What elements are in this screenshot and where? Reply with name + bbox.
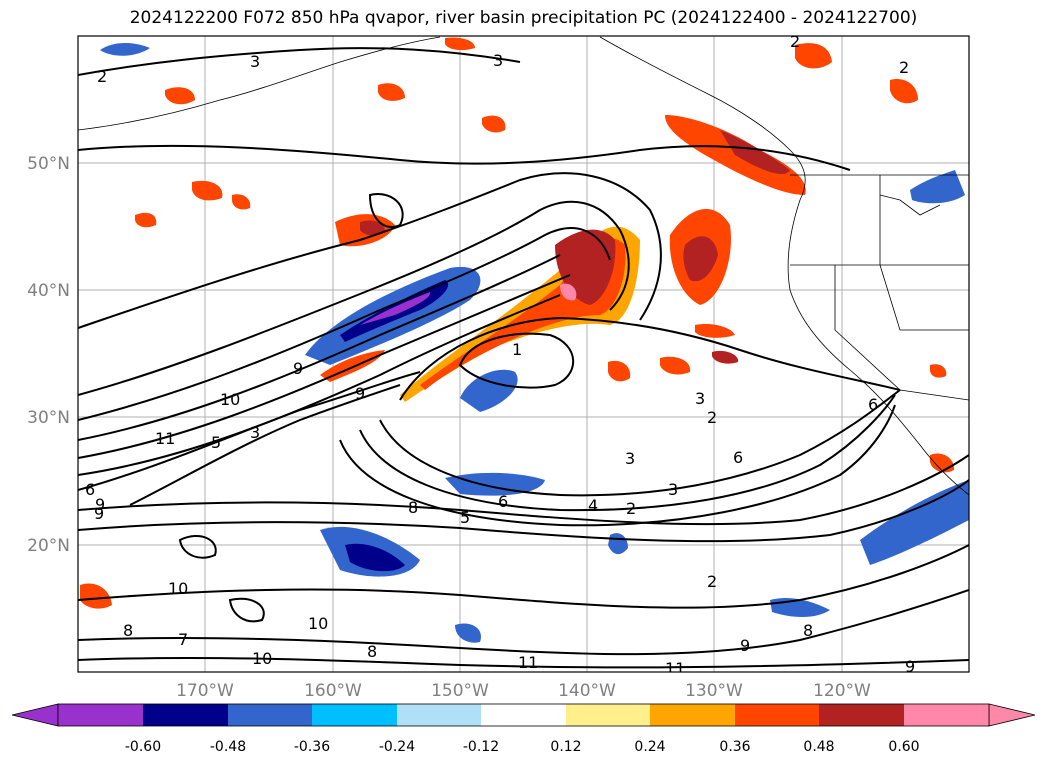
lat-label: 40°N	[27, 281, 70, 301]
colorbar-tick-label: 0.12	[550, 739, 581, 755]
contour-label: 2	[899, 58, 909, 77]
colorbar-under-arrow	[11, 703, 59, 727]
contour-label: 8	[408, 498, 418, 517]
contour-label: 6	[85, 480, 95, 499]
colorbar-tick-label: -0.60	[125, 739, 161, 755]
colorbar-segment	[228, 704, 312, 726]
contour-label: 10	[252, 649, 272, 668]
contour-label: 8	[123, 621, 133, 640]
colorbar-segment	[650, 704, 735, 726]
lon-label: 130°W	[685, 681, 743, 701]
contour-label: 10	[308, 614, 328, 633]
contour-label: 6	[868, 395, 878, 414]
colorbar-segment	[312, 704, 397, 726]
map-frame	[77, 35, 970, 673]
colorbar: -0.60 -0.48 -0.36 -0.24 -0.12 0.12 0.24 …	[11, 703, 1036, 755]
colorbar-tick-label: 0.60	[888, 739, 919, 755]
contour-label: 9	[293, 359, 303, 378]
contour-label: 3	[625, 449, 635, 468]
lon-label: 140°W	[558, 681, 616, 701]
colorbar-over-arrow	[988, 703, 1036, 727]
qvapor-contours	[78, 47, 969, 669]
contour-label: 10	[168, 579, 188, 598]
contour-label: 9	[94, 504, 104, 523]
colorbar-segment	[735, 704, 819, 726]
colorbar-tick-label: -0.24	[379, 739, 415, 755]
colorbar-segment	[819, 704, 904, 726]
map-panel	[78, 36, 969, 672]
colorbar-frame	[57, 703, 990, 727]
contour-label: 8	[803, 621, 813, 640]
colorbar-segment	[481, 704, 566, 726]
contour-label: 9	[355, 384, 365, 403]
precip-negative-anomalies	[100, 43, 969, 643]
lat-label: 20°N	[27, 536, 70, 556]
contour-label: 9	[740, 636, 750, 655]
contour-label: 2	[626, 499, 636, 518]
contour-label: 3	[695, 389, 705, 408]
contour-label: 3	[493, 51, 503, 70]
precip-positive-anomalies	[80, 37, 955, 609]
lat-label: 50°N	[27, 154, 70, 174]
lat-label: 30°N	[27, 408, 70, 428]
colorbar-tick-label: 0.36	[719, 739, 750, 755]
colorbar-tick-label: 0.24	[634, 739, 665, 755]
contour-label: 2	[707, 408, 717, 427]
map-content: 2 3 2 3 9 10 11 5 3 1 9 9 8 5 6 4 2 3 8 …	[78, 32, 969, 678]
contour-label: 4	[588, 496, 598, 515]
colorbar-segment	[566, 704, 650, 726]
contour-label: 6	[498, 492, 508, 511]
contour-label: 11	[665, 659, 685, 678]
contour-label: 1	[512, 340, 522, 359]
contour-label: 2	[97, 67, 107, 86]
colorbar-tick-label: -0.12	[463, 739, 499, 755]
contour-label: 8	[367, 642, 377, 661]
colorbar-tick-label: -0.36	[294, 739, 330, 755]
contour-label: 2	[790, 32, 800, 51]
contour-label: 3	[250, 52, 260, 71]
contour-label: 7	[178, 630, 188, 649]
contour-label: 6	[733, 448, 743, 467]
contour-label: 10	[220, 390, 240, 409]
contour-label: 5	[211, 433, 221, 452]
colorbar-segment	[397, 704, 481, 726]
contour-label: 11	[155, 429, 175, 448]
lon-label: 120°W	[813, 681, 871, 701]
contour-label: 3	[668, 480, 678, 499]
lon-label: 170°W	[176, 681, 234, 701]
colorbar-segment	[143, 704, 228, 726]
contour-label: 3	[250, 423, 260, 442]
longitude-labels: 170°W 160°W 150°W 140°W 130°W 120°W	[176, 681, 871, 701]
contour-label: 9	[905, 657, 915, 676]
contour-label: 5	[460, 508, 470, 527]
lon-label: 160°W	[304, 681, 362, 701]
lon-label: 150°W	[431, 681, 489, 701]
colorbar-segments	[58, 704, 989, 726]
latitude-labels: 50°N 40°N 30°N 20°N	[27, 154, 70, 556]
colorbar-tick-label: 0.48	[803, 739, 834, 755]
contour-label: 11	[518, 653, 538, 672]
contour-label: 2	[707, 572, 717, 591]
page-title: 2024122200 F072 850 hPa qvapor, river ba…	[129, 8, 918, 28]
colorbar-tick-label: -0.48	[210, 739, 246, 755]
colorbar-tick-labels: -0.60 -0.48 -0.36 -0.24 -0.12 0.12 0.24 …	[125, 739, 920, 755]
colorbar-segment	[904, 704, 989, 726]
contour-label: 9	[95, 495, 105, 514]
colorbar-segment	[58, 704, 143, 726]
contour-labels: 2 3 2 3 9 10 11 5 3 1 9 9 8 5 6 4 2 3 8 …	[85, 32, 915, 678]
